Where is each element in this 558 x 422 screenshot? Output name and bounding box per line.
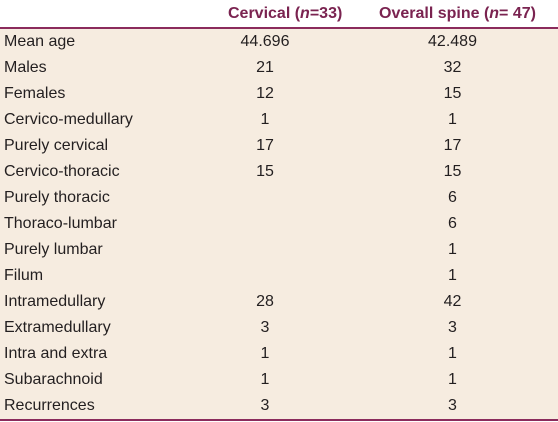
- overall-value: 32: [443, 59, 462, 76]
- cervical-value: 17: [256, 137, 274, 154]
- cervical-value: 12: [256, 85, 274, 102]
- overall-value: 6: [448, 215, 457, 232]
- overall-value: 42.489: [428, 33, 477, 50]
- table-row: Recurrences 3 3: [0, 393, 558, 419]
- overall-value: 1: [448, 371, 457, 388]
- overall-value: 6: [448, 189, 457, 206]
- table-body: [0, 29, 558, 419]
- row-label: Subarachnoid: [4, 371, 103, 388]
- overall-value: 1: [448, 267, 457, 284]
- table-row: Filum 1: [0, 263, 558, 289]
- overall-value: 1: [448, 241, 457, 258]
- table-row: Cervico-thoracic 15 15: [0, 159, 558, 185]
- row-label: Purely thoracic: [4, 189, 110, 206]
- overall-value: 42: [443, 293, 462, 310]
- cervical-value: 1: [260, 345, 270, 362]
- overall-value: 1: [448, 111, 457, 128]
- cervical-value: 44.696: [240, 33, 290, 50]
- header-overall-n: n: [489, 5, 500, 22]
- table-row: Purely lumbar 1: [0, 237, 558, 263]
- table-header: Cervical (n=33) Overall spine (n= 47): [0, 0, 558, 28]
- cervical-value: 1: [260, 371, 270, 388]
- overall-value: 3: [448, 397, 457, 414]
- overall-value: 15: [443, 163, 462, 180]
- bottom-rule: [0, 419, 558, 421]
- header-cervical-n: n: [300, 5, 310, 22]
- table-row: Extramedullary 3 3: [0, 315, 558, 341]
- overall-value: 1: [448, 345, 457, 362]
- row-label: Cervico-thoracic: [4, 163, 120, 180]
- header-overall-spine: Overall spine (n= 47): [379, 5, 536, 23]
- row-label: Thoraco-lumbar: [4, 215, 117, 232]
- table-row: Thoraco-lumbar 6: [0, 211, 558, 237]
- cervical-value: 21: [256, 59, 274, 76]
- row-label: Extramedullary: [4, 319, 111, 336]
- cervical-value: 15: [256, 163, 274, 180]
- table-row: Mean age 44.696 42.489: [0, 29, 558, 55]
- row-label: Intramedullary: [4, 293, 106, 310]
- row-label: Females: [4, 85, 66, 102]
- row-label: Cervico-medullary: [4, 111, 133, 128]
- header-overall-prefix: Overall spine (: [379, 5, 490, 22]
- row-label: Intra and extra: [4, 345, 108, 362]
- table-row: Purely cervical 17 17: [0, 133, 558, 159]
- row-label: Purely lumbar: [4, 241, 103, 258]
- row-label: Purely cervical: [4, 137, 109, 154]
- table-row: Intramedullary 28 42: [0, 289, 558, 315]
- cervical-value: 1: [260, 111, 270, 128]
- row-label: Mean age: [4, 33, 76, 50]
- header-overall-suffix: = 47): [499, 5, 536, 22]
- row-label: Males: [4, 59, 47, 76]
- header-cervical: Cervical (n=33): [228, 5, 342, 23]
- table-row: Intra and extra 1 1: [0, 341, 558, 367]
- overall-value: 3: [448, 319, 457, 336]
- table-row: Purely thoracic 6: [0, 185, 558, 211]
- header-cervical-suffix: =33): [309, 5, 343, 22]
- row-label: Recurrences: [4, 397, 95, 414]
- table-row: Cervico-medullary 1 1: [0, 107, 558, 133]
- table-row: Females 12 15: [0, 81, 558, 107]
- header-cervical-prefix: Cervical (: [228, 5, 301, 22]
- overall-value: 15: [443, 85, 462, 102]
- overall-value: 17: [443, 137, 462, 154]
- table-row: Males 21 32: [0, 55, 558, 81]
- cervical-value: 3: [260, 319, 270, 336]
- cervical-value: 28: [256, 293, 274, 310]
- header-rule: [0, 27, 558, 29]
- table-row: Subarachnoid 1 1: [0, 367, 558, 393]
- row-label: Filum: [4, 267, 44, 284]
- cervical-value: 3: [260, 397, 270, 414]
